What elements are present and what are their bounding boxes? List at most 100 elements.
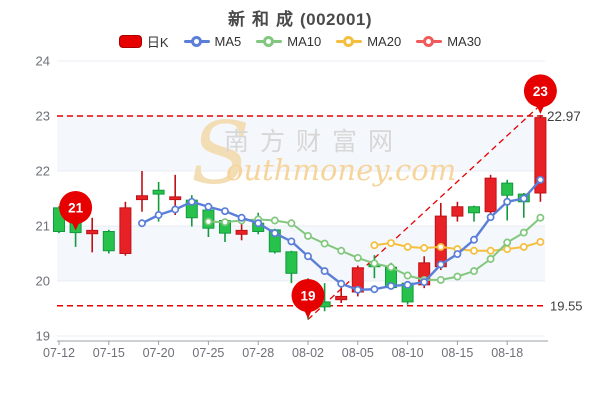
x-axis-label: 07-20	[143, 346, 175, 360]
marker-balloon-23: 23	[523, 74, 557, 114]
legend-item-ma5[interactable]: MA5	[183, 33, 242, 49]
y-axis-label: 22	[36, 164, 50, 179]
ma5-point	[370, 285, 379, 294]
x-axis-label: 07-12	[43, 346, 75, 360]
candle	[235, 223, 248, 241]
watermark-text-en: outhmoney.com	[226, 153, 456, 187]
candle	[335, 284, 348, 303]
candle	[534, 114, 547, 202]
ma5-point	[270, 229, 279, 238]
ma10-point	[453, 272, 462, 281]
candle	[136, 171, 148, 212]
trend-line	[307, 104, 541, 320]
ma5-point	[237, 213, 246, 222]
x-axis-label: 08-02	[292, 346, 324, 360]
ma5-point	[503, 197, 512, 206]
page-title: 新和成(002001)	[0, 5, 600, 30]
balloon-label: 21	[68, 201, 84, 216]
ma5-point	[320, 267, 329, 276]
legend-item-ma20[interactable]: MA20	[336, 34, 401, 49]
grid-bands	[57, 116, 545, 281]
ma20-point	[436, 242, 445, 251]
ref-line-label: 19.55	[550, 298, 583, 313]
y-axis-label: 21	[36, 219, 50, 234]
legend-item-daily-k[interactable]: 日K	[118, 32, 169, 51]
ma5-point	[221, 207, 229, 216]
balloon-label: 19	[300, 289, 315, 304]
candle	[484, 174, 497, 215]
ma20-point	[370, 241, 379, 250]
ma5-point	[171, 205, 180, 214]
ma20-point	[486, 246, 495, 255]
ma20-point	[503, 245, 512, 254]
ma5-point	[337, 279, 346, 288]
ma10-point	[519, 228, 528, 237]
x-axis-label: 07-15	[93, 346, 125, 360]
legend-label: MA30	[447, 33, 482, 49]
ma5-point	[519, 194, 528, 203]
legend-label: MA5	[214, 33, 242, 49]
ma10-point	[403, 271, 412, 280]
marker-balloon-19: 19	[291, 279, 325, 319]
ma5-point	[187, 197, 196, 206]
legend-label: MA20	[367, 33, 402, 49]
ma10-marker-icon	[256, 35, 283, 47]
ma20-marker-icon	[336, 35, 363, 47]
ma5-point	[138, 219, 146, 228]
legend-label: 日K	[146, 34, 169, 50]
ma10-point	[287, 219, 296, 228]
x-axis-label: 08-05	[342, 346, 374, 360]
ma5-point	[453, 250, 462, 258]
ma5-point	[287, 237, 296, 246]
x-axis-label: 08-18	[491, 346, 523, 360]
ma5-point	[304, 252, 312, 261]
x-axis-label: 08-10	[392, 346, 424, 360]
candle	[119, 201, 132, 256]
candle	[468, 205, 480, 222]
legend-item-ma10[interactable]: MA10	[256, 34, 321, 49]
ma20-point	[519, 242, 528, 251]
ma10-point	[436, 275, 445, 284]
legend-item-ma30[interactable]: MA30	[416, 34, 481, 49]
ma30-marker-icon	[416, 35, 443, 47]
balloon-label: 23	[533, 84, 549, 99]
y-axis-labels: 24 23 22 21 20 19	[36, 54, 50, 344]
ma10-point	[536, 213, 545, 222]
ma10-point	[221, 218, 229, 227]
ma5-point	[420, 278, 429, 287]
ma5-point	[154, 211, 163, 219]
y-axis-label: 20	[36, 274, 50, 289]
candle	[434, 202, 447, 270]
marker-balloon-21: 21	[59, 191, 93, 231]
x-axis: 07-12 07-15 07-20 07-25 07-28 08-02 08-05 08-10…	[43, 340, 548, 360]
stock-name: 新和成	[227, 10, 300, 29]
ma10-point	[370, 259, 379, 268]
current-price-label: 22.97	[547, 109, 581, 124]
ma10-point	[353, 253, 362, 262]
ma10-point	[204, 217, 213, 226]
ma10-point	[270, 216, 279, 225]
ma5-point	[387, 282, 395, 290]
x-axis-label: 08-15	[441, 346, 473, 360]
candle-swatch-icon	[118, 34, 142, 48]
watermark-swoosh: S	[191, 104, 250, 204]
ma20-line	[370, 237, 545, 255]
ma10-point	[486, 255, 495, 263]
x-axis-label: 07-25	[192, 346, 224, 360]
ma5-point	[254, 219, 263, 228]
ma20-point	[420, 244, 429, 252]
ma10-point	[470, 267, 478, 276]
ma5-marker-icon	[183, 35, 210, 47]
ma10-point	[304, 231, 312, 240]
ma5-point	[353, 285, 362, 294]
x-axis-label: 07-28	[242, 346, 274, 360]
ma5-point	[204, 202, 213, 211]
y-axis-label: 19	[36, 329, 50, 344]
ma5-point	[470, 235, 478, 244]
ma5-line	[138, 175, 545, 294]
ma5-point	[486, 213, 495, 222]
ma20-point	[536, 237, 545, 246]
